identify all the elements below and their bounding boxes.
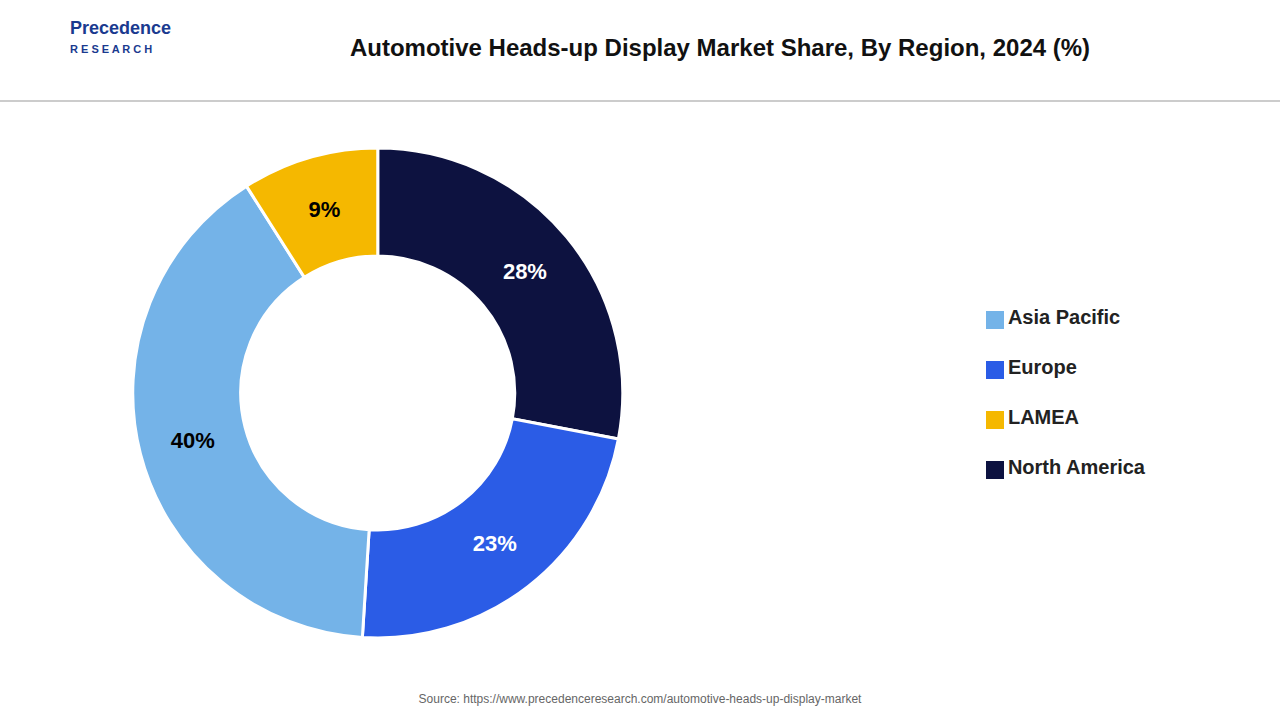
html-text:Source: https://www.precedence: Source: https://www.precedenceresearch.c… — [418, 692, 862, 706]
html-text:Automotive Heads-up Display Ma: Automotive Heads-up Display Market Share… — [349, 34, 1091, 61]
svg-text:40%: 40% — [171, 428, 215, 453]
html-text:Precedence: Precedence — [70, 18, 172, 38]
html-text:LAMEA: LAMEA — [1007, 406, 1079, 428]
html-text:Asia Pacific: Asia Pacific — [1007, 306, 1121, 328]
html-text:R E S E A R C H: R E S E A R C H — [70, 43, 153, 55]
html-text:Europe: Europe — [1007, 356, 1077, 378]
html-text:North America: North America — [1007, 456, 1145, 478]
svg-text:9%: 9% — [309, 197, 341, 222]
svg-text:28%: 28% — [503, 259, 547, 284]
svg-text:23%: 23% — [473, 531, 517, 556]
